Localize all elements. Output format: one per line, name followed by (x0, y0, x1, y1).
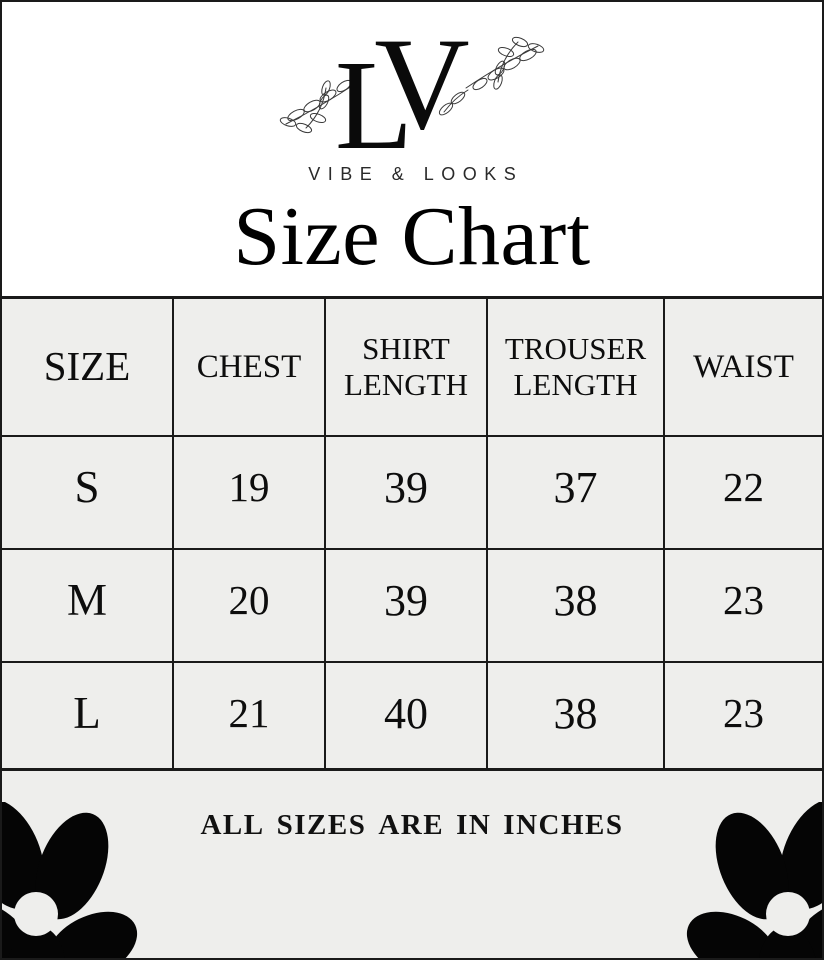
cell-trouser-length: 38 (487, 662, 665, 774)
cell-waist: 23 (723, 690, 764, 736)
cell-trouser-length: 38 (487, 549, 665, 663)
cell-chest: 20 (173, 549, 326, 663)
brand-tagline: VIBE & LOOKS (308, 164, 524, 184)
footer-band: All Sizes Are In Inches (2, 768, 822, 958)
brand-logo: V L (2, 16, 822, 156)
table-row: L 21 40 38 23 (2, 662, 822, 774)
column-header-waist: WAIST (664, 299, 822, 437)
svg-text:V: V (374, 16, 469, 156)
cell-size: L (2, 662, 174, 774)
cell-size: M (2, 549, 174, 663)
column-header-shirt-length: SHIRT LENGTH (325, 299, 488, 437)
cell-waist: 22 (664, 436, 822, 550)
table-header-row: SIZE CHEST SHIRT LENGTH TROUSER LENGTH W (2, 299, 822, 437)
cell-shirt-length: 39 (325, 436, 488, 550)
cell-shirt-length: 40 (325, 662, 488, 774)
cell-size: S (2, 436, 174, 550)
lv-monogram-botanical-logo-icon: V L (279, 16, 545, 156)
cell-chest: 21 (173, 662, 326, 774)
page-title: Size Chart (233, 190, 591, 283)
cell-trouser-length: 37 (487, 436, 665, 550)
column-header-chest: CHEST (173, 299, 326, 437)
table-row: S 19 39 37 22 (2, 436, 822, 550)
size-table: SIZE CHEST SHIRT LENGTH TROUSER LENGTH W (2, 299, 822, 774)
cell-waist: 23 (664, 549, 822, 663)
header-section: V L VIBE & LOOKS Size Chart (2, 2, 822, 296)
svg-text:L: L (335, 34, 413, 156)
size-table-container: SIZE CHEST SHIRT LENGTH TROUSER LENGTH W (2, 296, 822, 774)
units-note: All Sizes Are In Inches (200, 798, 624, 844)
cell-shirt-length: 39 (325, 549, 488, 663)
flower-icon (2, 802, 138, 958)
cell-chest: 19 (173, 436, 326, 550)
table-row: M 20 39 38 23 (2, 549, 822, 663)
flower-icon (686, 802, 822, 958)
column-header-trouser-length: TROUSER LENGTH (487, 299, 665, 437)
column-header-size: SIZE (2, 299, 174, 437)
